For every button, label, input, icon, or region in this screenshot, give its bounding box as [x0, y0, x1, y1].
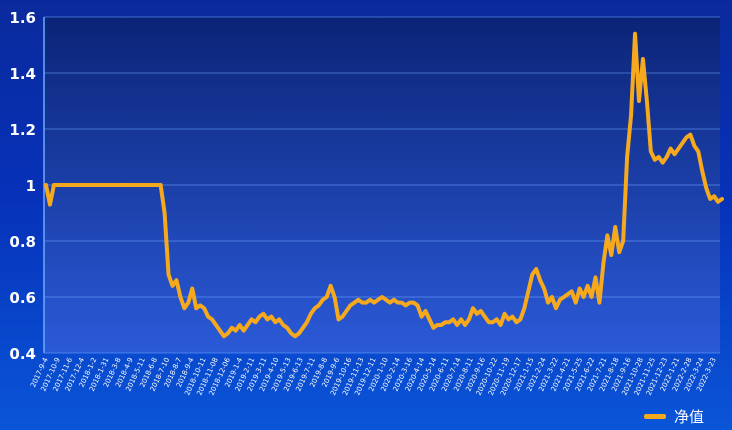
- y-axis: 0.4 0.6 0.8 1 1.2 1.4 1.6: [9, 9, 36, 363]
- y-tick-label: 0.8: [9, 233, 36, 251]
- legend-label: 净值: [674, 408, 705, 426]
- series-line-nav: [44, 31, 724, 339]
- legend: 净值: [644, 406, 704, 427]
- y-tick-label: 0.6: [9, 289, 36, 307]
- x-axis: 2017-9-42017-10-92017-11-62017-12-42018-…: [29, 356, 718, 397]
- legend-swatch: [644, 414, 666, 419]
- y-tick-label: 1.6: [9, 9, 36, 27]
- series-group: [44, 31, 724, 339]
- y-tick-label: 0.4: [9, 345, 36, 363]
- y-tick-label: 1: [26, 177, 36, 195]
- y-tick-label: 1.4: [9, 65, 36, 83]
- y-tick-label: 1.2: [9, 121, 36, 139]
